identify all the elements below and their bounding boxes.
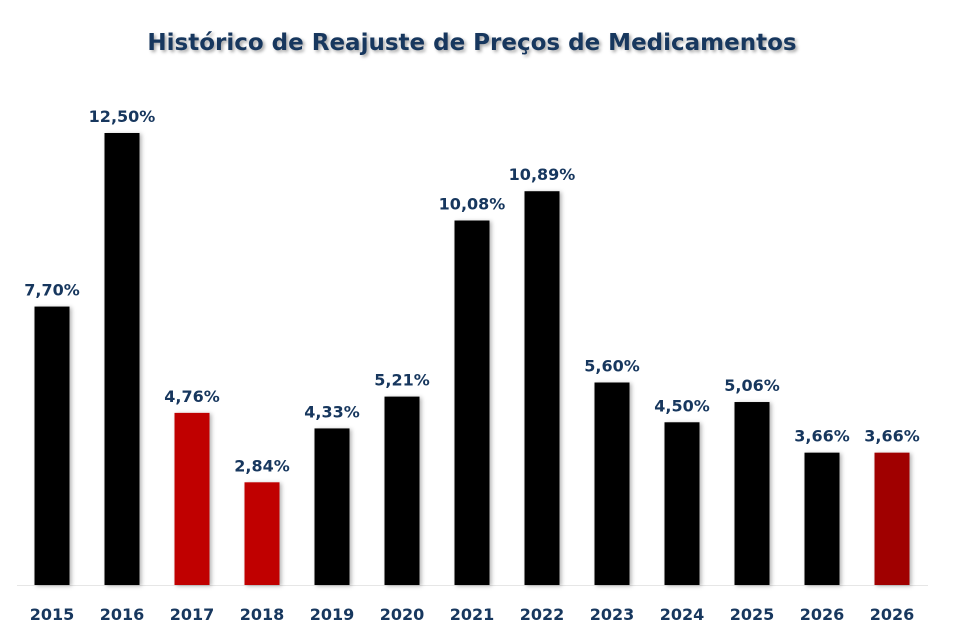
bar-2016 [104,133,140,585]
data-label: 7,70% [24,281,80,300]
x-tick-label: 2026 [870,605,915,624]
data-label: 5,60% [584,357,640,376]
bar-2020 [384,396,420,585]
bar-2017 [174,412,210,585]
bar-2023 [594,382,630,585]
x-tick-label: 2021 [450,605,495,624]
x-tick-label: 2024 [660,605,705,624]
x-tick-label: 2023 [590,605,635,624]
x-tick-label: 2017 [170,605,215,624]
data-label: 4,50% [654,396,710,415]
x-tick-label: 2016 [100,605,145,624]
data-label: 5,06% [724,376,780,395]
chart-title: Histórico de Reajuste de Preços de Medic… [147,30,797,56]
data-label: 12,50% [89,107,156,126]
x-tick-label: 2019 [310,605,355,624]
data-label: 5,21% [374,371,430,390]
bar-2022 [524,191,560,586]
x-tick-label: 2025 [730,605,775,624]
x-tick-label: 2015 [30,605,75,624]
bar-2021 [454,220,490,585]
bar-2025 [734,402,770,585]
data-label: 3,66% [864,427,920,446]
bar-2019 [314,428,350,585]
bar-2026 [804,452,840,585]
x-tick-label: 2026 [800,605,845,624]
x-tick-label: 2018 [240,605,285,624]
data-label: 4,76% [164,387,220,406]
data-label: 10,89% [509,165,576,184]
data-label: 4,33% [304,402,360,421]
bar-2015 [34,306,70,585]
bar-2018 [244,482,280,585]
bar-2026-highlight [874,452,910,585]
data-label: 2,84% [234,456,290,475]
bar-2024 [664,422,700,585]
data-label: 10,08% [439,195,506,214]
x-tick-label: 2022 [520,605,565,624]
x-tick-label: 2020 [380,605,425,624]
data-label: 3,66% [794,427,850,446]
